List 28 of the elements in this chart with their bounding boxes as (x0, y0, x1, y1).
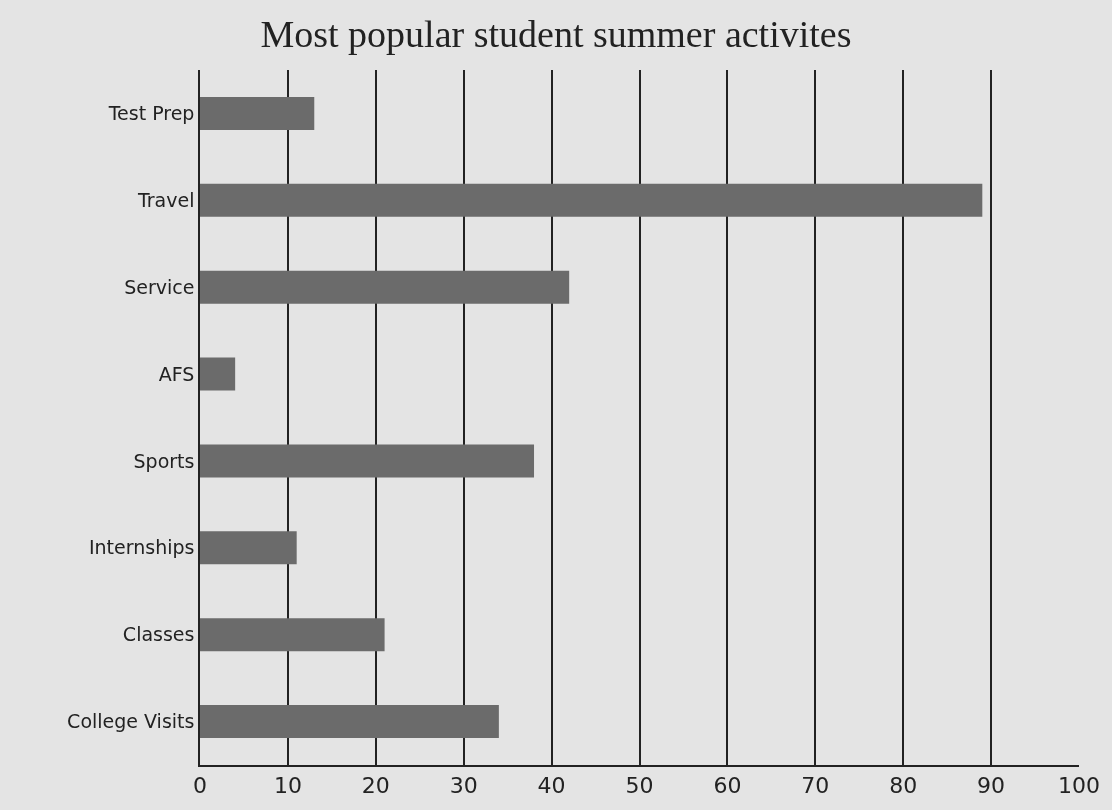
chart-title: Most popular student summer activites (260, 12, 852, 55)
bar (200, 705, 499, 739)
bar (200, 357, 236, 391)
x-tick-label: 10 (273, 773, 302, 799)
x-tick-label: 100 (1058, 773, 1100, 799)
y-tick-label: Test Prep (107, 102, 195, 125)
x-tick-label: 60 (713, 773, 742, 799)
bar (200, 96, 315, 130)
y-tick-label: AFS (158, 362, 195, 385)
x-tick-label: 0 (193, 773, 207, 799)
y-tick-label: Sports (133, 449, 195, 472)
bar (200, 444, 535, 478)
y-tick-label: Travel (136, 188, 195, 211)
bar (200, 270, 570, 304)
x-tick-label: 80 (889, 773, 918, 799)
x-tick-label: 30 (449, 773, 478, 799)
y-tick-label: Service (124, 275, 195, 298)
y-tick-label: Internships (88, 536, 195, 559)
bar (200, 183, 983, 217)
y-tick-label: Classes (122, 623, 195, 646)
x-tick-label: 90 (977, 773, 1006, 799)
x-tick-label: 40 (537, 773, 566, 799)
y-tick-label: College Visits (67, 710, 195, 733)
x-tick-label: 70 (801, 773, 830, 799)
bar (200, 618, 385, 652)
x-tick-label: 50 (625, 773, 654, 799)
bar (200, 531, 297, 565)
x-tick-label: 20 (361, 773, 390, 799)
